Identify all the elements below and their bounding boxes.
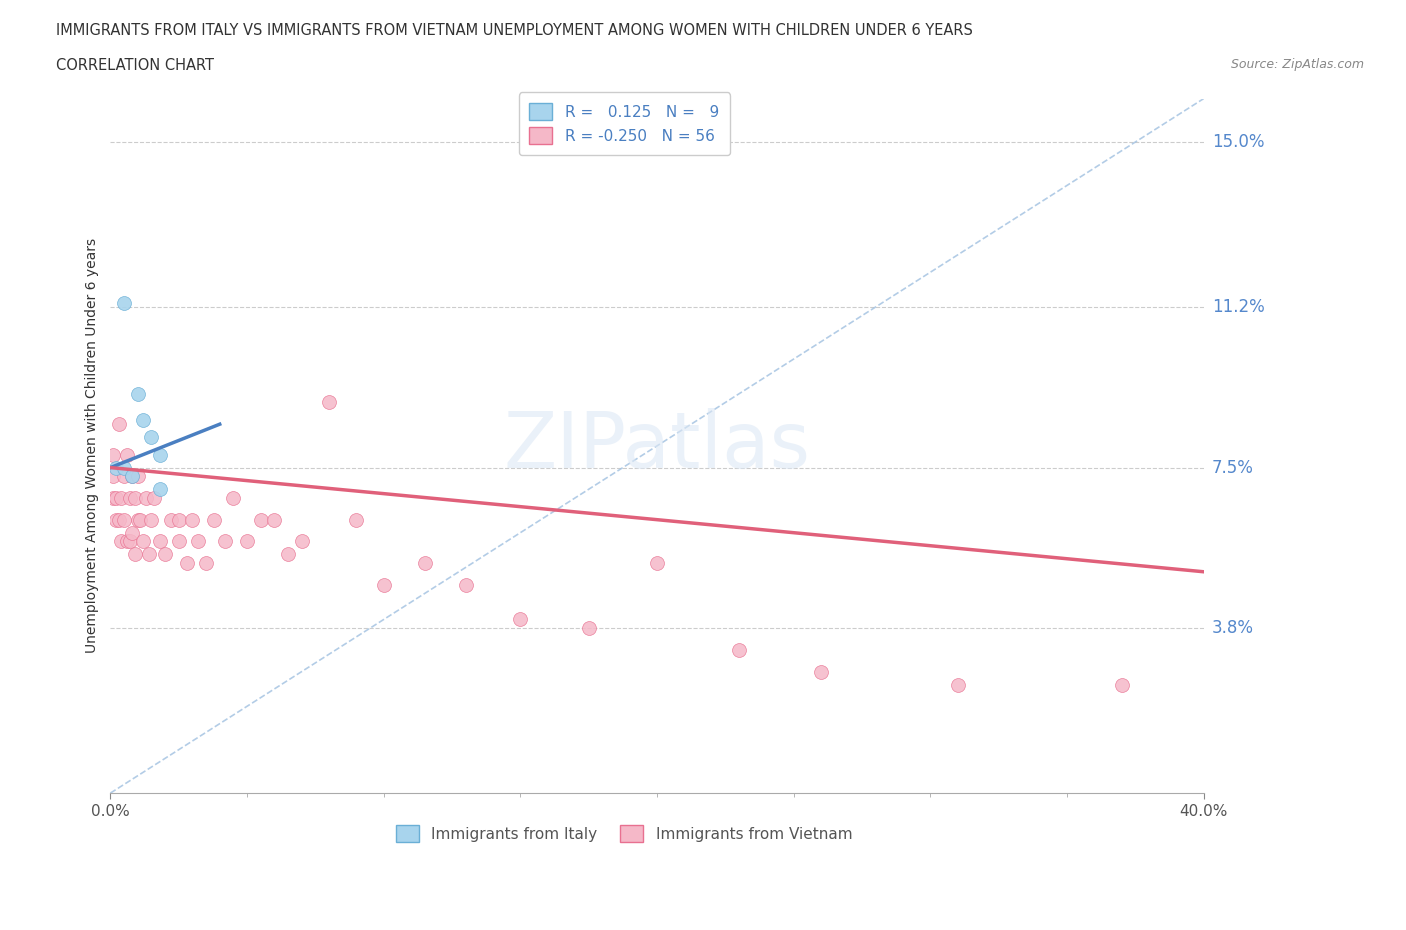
Point — [110, 490, 132, 505]
Point — [101, 447, 124, 462]
Point — [121, 469, 143, 484]
Point — [124, 490, 146, 505]
Point — [454, 578, 477, 592]
Point — [578, 620, 600, 635]
Point — [195, 555, 218, 570]
Point — [124, 547, 146, 562]
Point — [121, 469, 143, 484]
Point — [107, 417, 129, 432]
Point — [132, 534, 155, 549]
Point — [110, 534, 132, 549]
Point — [104, 512, 127, 527]
Point — [149, 447, 172, 462]
Text: CORRELATION CHART: CORRELATION CHART — [56, 58, 214, 73]
Point — [202, 512, 225, 527]
Point — [118, 534, 141, 549]
Point — [159, 512, 181, 527]
Point — [104, 460, 127, 475]
Point — [236, 534, 259, 549]
Point — [1111, 677, 1133, 692]
Point — [115, 447, 138, 462]
Point — [291, 534, 314, 549]
Point — [141, 430, 163, 445]
Text: ZIPatlas: ZIPatlas — [503, 408, 810, 484]
Point — [135, 490, 157, 505]
Text: IMMIGRANTS FROM ITALY VS IMMIGRANTS FROM VIETNAM UNEMPLOYMENT AMONG WOMEN WITH C: IMMIGRANTS FROM ITALY VS IMMIGRANTS FROM… — [56, 23, 973, 38]
Point — [112, 512, 135, 527]
Point — [277, 547, 299, 562]
Point — [101, 469, 124, 484]
Point — [728, 643, 751, 658]
Point — [344, 512, 367, 527]
Point — [222, 490, 245, 505]
Point — [143, 490, 166, 505]
Point — [141, 512, 163, 527]
Point — [214, 534, 236, 549]
Point — [187, 534, 209, 549]
Point — [132, 412, 155, 427]
Point — [115, 534, 138, 549]
Point — [149, 534, 172, 549]
Point — [153, 547, 176, 562]
Point — [127, 386, 149, 401]
Point — [645, 555, 668, 570]
Legend: Immigrants from Italy, Immigrants from Vietnam: Immigrants from Italy, Immigrants from V… — [389, 819, 858, 848]
Point — [129, 512, 152, 527]
Point — [127, 469, 149, 484]
Point — [810, 664, 832, 679]
Point — [946, 677, 969, 692]
Point — [167, 534, 190, 549]
Text: Source: ZipAtlas.com: Source: ZipAtlas.com — [1230, 58, 1364, 71]
Point — [167, 512, 190, 527]
Point — [127, 512, 149, 527]
Point — [107, 512, 129, 527]
Point — [104, 490, 127, 505]
Point — [181, 512, 204, 527]
Point — [413, 555, 436, 570]
Point — [112, 460, 135, 475]
Point — [176, 555, 198, 570]
Text: 15.0%: 15.0% — [1212, 133, 1264, 151]
Point — [249, 512, 271, 527]
Point — [149, 482, 172, 497]
Y-axis label: Unemployment Among Women with Children Under 6 years: Unemployment Among Women with Children U… — [86, 238, 100, 654]
Point — [509, 612, 531, 627]
Point — [112, 295, 135, 310]
Point — [121, 525, 143, 540]
Point — [263, 512, 285, 527]
Text: 7.5%: 7.5% — [1212, 458, 1254, 476]
Point — [101, 490, 124, 505]
Point — [118, 490, 141, 505]
Point — [318, 395, 340, 410]
Text: 11.2%: 11.2% — [1212, 298, 1264, 316]
Point — [138, 547, 160, 562]
Point — [112, 469, 135, 484]
Point — [373, 578, 395, 592]
Text: 3.8%: 3.8% — [1212, 619, 1254, 637]
